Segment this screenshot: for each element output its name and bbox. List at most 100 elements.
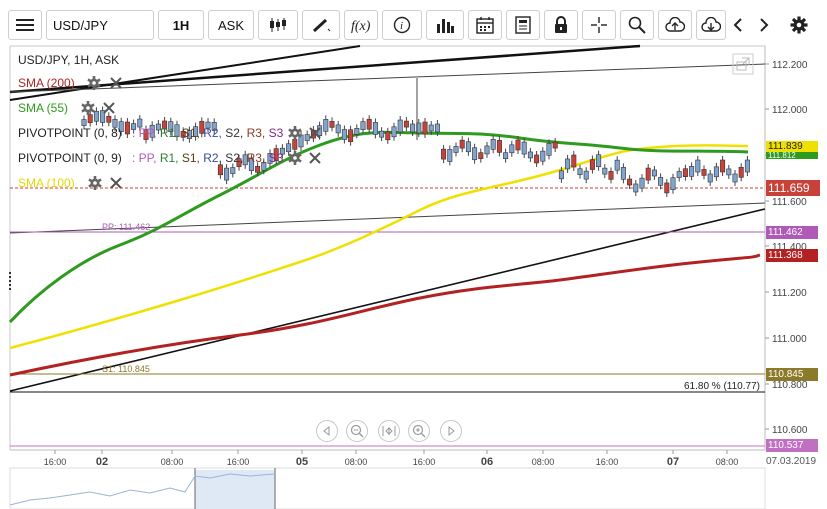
indicators-button[interactable]: f(x) [344, 10, 378, 40]
candlesticks[interactable] [81, 78, 750, 197]
candle-body [236, 158, 242, 167]
symbol-label: USD/JPY [53, 17, 108, 33]
candle-body [484, 145, 490, 155]
pivot8-r1: R1, [159, 126, 179, 140]
legend-sma100[interactable]: SMA (100) [18, 176, 75, 190]
candle-body [360, 121, 366, 130]
pivot8-components: : PP, R1, S1, R2, S2, R3, S3 [132, 126, 283, 140]
candle-body [503, 152, 509, 159]
candlestick-icon [270, 18, 286, 32]
function-icon: f(x) [351, 19, 371, 33]
candle-body [341, 129, 347, 140]
scroll-right-button[interactable] [440, 420, 462, 442]
candle-body [193, 126, 199, 137]
zoom-out-button[interactable] [346, 420, 368, 442]
time-axis-label: 08:00 [532, 457, 555, 467]
prev-button[interactable] [728, 10, 748, 40]
trendline-top-a[interactable] [9, 45, 361, 101]
sma55-line[interactable] [8, 130, 749, 324]
legend-pivot-9[interactable]: PIVOTPOINT (0, 9) [18, 151, 122, 165]
settings-button[interactable] [786, 10, 812, 40]
channel-upper[interactable] [9, 63, 766, 93]
candle-body [261, 161, 267, 171]
date-label: 07.03.2019 [766, 456, 817, 467]
calendar-button[interactable] [468, 10, 502, 40]
legend-sma200[interactable]: SMA (200) [18, 76, 75, 90]
candle-body [403, 120, 409, 128]
trendline-support[interactable] [9, 208, 766, 392]
bottom-price-tag: 110.537 [766, 439, 818, 452]
download-button[interactable] [696, 10, 726, 40]
candle-body [180, 131, 186, 138]
scroll-left-button[interactable] [316, 420, 338, 442]
channel-lower[interactable] [9, 202, 766, 234]
candle-body [106, 115, 112, 123]
crosshair-button[interactable] [582, 10, 616, 40]
maximize-icon[interactable] [732, 53, 754, 75]
candle-body [720, 159, 726, 173]
candle-body [583, 170, 589, 180]
draw-tool-button[interactable] [302, 10, 340, 40]
sma200-settings-icon[interactable] [86, 75, 102, 91]
pivot8-close-icon[interactable] [307, 125, 323, 141]
sma200-line[interactable] [9, 253, 761, 377]
svg-text:f(x): f(x) [351, 19, 371, 33]
reset-zoom-button[interactable] [378, 420, 400, 442]
template-button[interactable] [506, 10, 540, 40]
pivot9-settings-icon[interactable] [287, 150, 303, 166]
menu-button[interactable] [8, 10, 42, 40]
lock-icon [555, 16, 567, 33]
cloud-upload-icon [665, 17, 685, 32]
lock-button[interactable] [544, 10, 578, 40]
svg-text:i: i [400, 20, 403, 32]
sma55-settings-icon[interactable] [80, 100, 96, 116]
volume-button[interactable] [426, 10, 464, 40]
legend-pivot-8[interactable]: PIVOTPOINT (0, 8) [18, 126, 122, 140]
candle-body [224, 167, 230, 181]
candle-body [348, 129, 354, 143]
candle-body [186, 130, 192, 139]
price-type-select[interactable]: ASK [208, 10, 254, 40]
candle-body [131, 123, 137, 130]
candle-body [670, 177, 676, 191]
pp-level-label: PP: 111.462 [102, 222, 151, 232]
candle-body [428, 124, 434, 132]
candle-body [701, 169, 707, 176]
sma100-line[interactable] [9, 144, 749, 350]
chart-type-button[interactable] [258, 10, 298, 40]
candle-body [534, 154, 540, 164]
next-button[interactable] [754, 10, 774, 40]
candle-body [248, 158, 254, 171]
legend-sma55[interactable]: SMA (55) [18, 101, 69, 115]
navigator-strip[interactable] [9, 467, 766, 509]
crosshair-icon [591, 17, 607, 33]
candle-body [385, 131, 391, 141]
time-axis-label: 08:00 [345, 457, 368, 467]
candle-body [453, 146, 459, 153]
pivot8-settings-icon[interactable] [287, 125, 303, 141]
timeframe-select[interactable]: 1H [158, 10, 204, 40]
candle-body [658, 177, 664, 186]
candle-body [267, 153, 273, 164]
pivot9-r3: R3, [246, 151, 266, 165]
info-button[interactable]: i [382, 10, 422, 40]
pivot9-close-icon[interactable] [307, 150, 323, 166]
fib-level-label: 61.80 % (110.77) [684, 381, 760, 392]
symbol-select[interactable]: USD/JPY [46, 10, 154, 40]
zoom-button[interactable] [620, 10, 654, 40]
pp-price-tag: 111.462 [766, 226, 818, 239]
candle-body [509, 144, 515, 154]
navigator-window[interactable] [195, 470, 275, 509]
sma100-settings-icon[interactable] [87, 175, 103, 191]
candle-body [651, 169, 657, 177]
sma55-close-icon[interactable] [101, 100, 117, 116]
candle-body [689, 166, 695, 177]
sma200-close-icon[interactable] [108, 75, 124, 91]
zoom-in-button[interactable] [408, 420, 430, 442]
candle-body [744, 159, 750, 173]
sma100-close-icon[interactable] [108, 175, 124, 191]
time-axis-label: 02 [96, 456, 108, 468]
candle-body [242, 154, 248, 166]
upload-button[interactable] [658, 10, 692, 40]
